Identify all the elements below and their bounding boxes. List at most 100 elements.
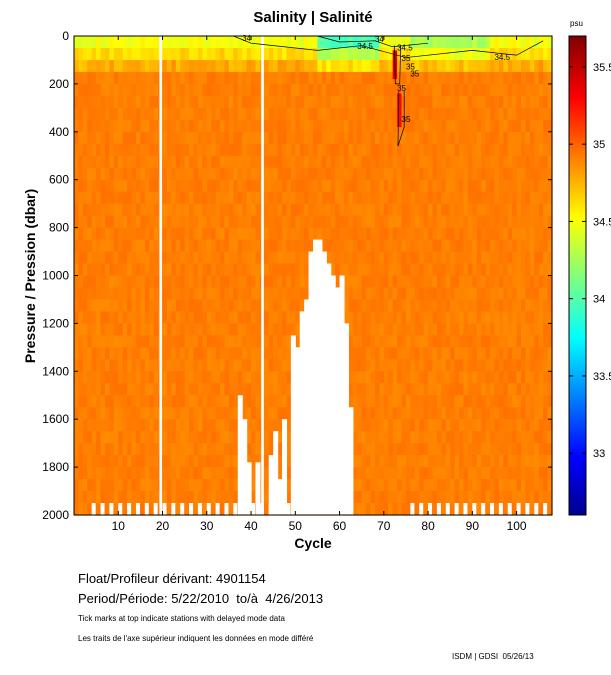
y-tick-label: 1600 <box>42 412 69 426</box>
field-cell <box>463 491 469 504</box>
field-cell <box>140 59 146 73</box>
field-cell <box>512 191 518 205</box>
field-cell <box>104 419 111 432</box>
field-cell <box>503 239 509 253</box>
field-cell <box>295 299 301 313</box>
field-cell <box>211 191 217 205</box>
field-cell <box>140 143 146 157</box>
field-cell <box>286 287 292 301</box>
field-cell <box>211 347 217 360</box>
field-cell <box>87 215 93 229</box>
field-cell <box>299 155 305 169</box>
field-cell <box>326 71 332 85</box>
field-cell <box>498 467 504 480</box>
field-cell <box>467 227 473 241</box>
field-cell <box>286 431 292 444</box>
field-cell <box>255 443 261 456</box>
field-cell <box>445 467 451 480</box>
field-cell <box>538 347 544 360</box>
field-cell <box>149 179 155 193</box>
field-cell <box>445 275 451 289</box>
contour-label: 35 <box>410 70 419 79</box>
field-cell <box>96 107 102 121</box>
field-cell <box>131 179 137 193</box>
field-cell <box>547 455 553 468</box>
field-cell <box>220 36 226 49</box>
field-cell <box>476 287 482 301</box>
field-cell <box>529 119 535 133</box>
missing-region <box>343 323 350 515</box>
field-cell <box>193 143 199 157</box>
field-cell <box>131 263 137 277</box>
field-cell <box>361 443 367 456</box>
field-cell <box>189 167 195 181</box>
field-cell <box>388 95 394 109</box>
field-cell <box>428 59 434 73</box>
field-cell <box>268 347 274 360</box>
field-cell <box>140 479 146 492</box>
field-cell <box>512 83 518 97</box>
x-axis-label: Cycle <box>294 535 332 551</box>
field-cell <box>419 407 425 420</box>
field-cell <box>436 467 442 480</box>
field-cell <box>445 47 451 61</box>
field-cell <box>100 359 106 372</box>
field-cell <box>104 59 111 73</box>
field-cell <box>494 119 500 133</box>
field-cell <box>512 36 518 49</box>
field-cell <box>472 335 478 348</box>
field-cell <box>343 83 350 97</box>
field-cell <box>335 215 341 229</box>
field-cell <box>516 107 522 121</box>
field-cell <box>366 203 372 217</box>
field-cell <box>441 467 447 480</box>
contour-label: 34 <box>242 34 251 43</box>
field-cell <box>224 323 230 336</box>
field-cell <box>189 203 195 217</box>
field-cell <box>189 143 195 157</box>
field-cell <box>104 203 111 217</box>
field-cell <box>246 287 252 301</box>
field-cell <box>184 119 190 133</box>
field-cell <box>189 71 195 85</box>
field-cell <box>463 455 469 468</box>
field-cell <box>237 335 243 348</box>
field-cell <box>383 36 389 49</box>
field-cell <box>140 131 146 145</box>
missing-region <box>330 275 336 515</box>
field-cell <box>206 479 212 492</box>
field-cell <box>153 155 159 169</box>
field-cell <box>87 107 93 121</box>
field-cell <box>410 491 416 504</box>
field-cell <box>82 179 88 193</box>
field-cell <box>441 131 447 145</box>
field-cell <box>498 239 504 253</box>
field-cell <box>445 443 451 456</box>
field-cell <box>512 299 518 313</box>
field-cell <box>401 275 407 289</box>
field-cell <box>485 275 491 289</box>
field-cell <box>87 419 93 432</box>
field-cell <box>242 47 248 61</box>
field-cell <box>78 395 84 408</box>
field-cell <box>357 83 363 97</box>
field-cell <box>512 479 518 492</box>
field-cell <box>472 287 478 301</box>
field-cell <box>352 479 358 492</box>
field-cell <box>264 335 270 348</box>
field-cell <box>220 263 226 277</box>
contour-lines <box>233 35 544 147</box>
field-cell <box>140 275 146 289</box>
field-cell <box>118 323 124 336</box>
field-cell <box>441 347 447 360</box>
field-cell <box>268 71 274 85</box>
field-cell <box>388 359 394 372</box>
field-cell <box>490 143 496 157</box>
field-cell <box>428 311 434 324</box>
field-cell <box>149 59 155 73</box>
field-cell <box>410 155 416 169</box>
field-cell <box>162 191 168 205</box>
field-cell <box>206 36 212 49</box>
field-cell <box>419 299 425 313</box>
field-cell <box>242 155 248 169</box>
